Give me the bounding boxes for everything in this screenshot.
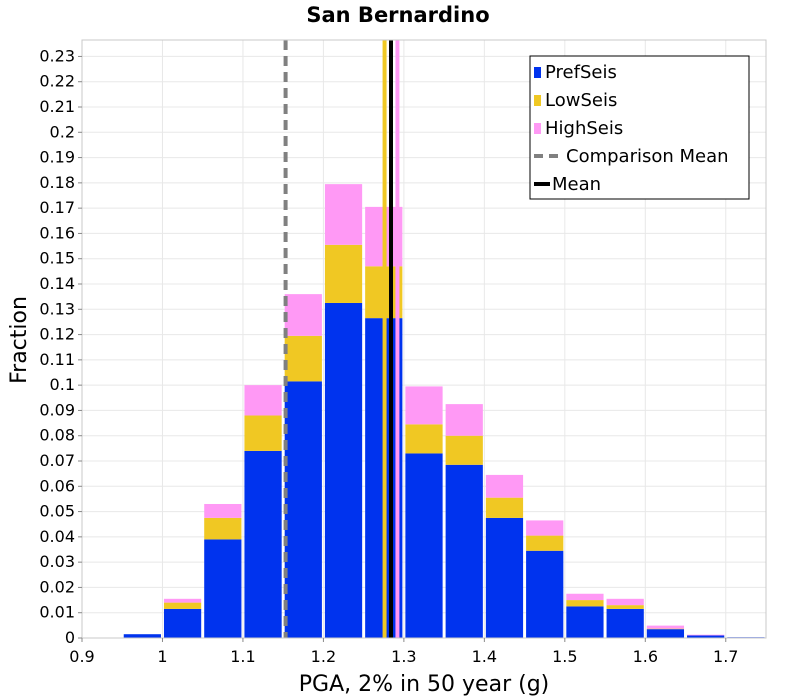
bar-prefseis (445, 464, 483, 638)
legend-box (529, 55, 750, 200)
mean-lines (283, 40, 400, 638)
y-tick-label: 0.15 (39, 249, 75, 268)
y-tick-label: 0.06 (39, 476, 75, 495)
bar-lowseis (324, 244, 363, 303)
bar-prefseis (204, 539, 242, 638)
legend-swatch (534, 123, 541, 134)
bar-prefseis (687, 635, 725, 638)
y-tick-label: 0.03 (39, 552, 75, 571)
y-tick-label: 0.08 (39, 426, 75, 445)
bar-prefseis (485, 517, 524, 638)
bar-highseis (324, 184, 363, 245)
bar-prefseis (566, 606, 604, 638)
legend-swatch (534, 67, 541, 78)
bar-highseis (445, 404, 483, 436)
chart-title: San Bernardino (306, 3, 489, 27)
legend: PrefSeis LowSeis HighSeis Comparison Mean Me… (529, 55, 750, 200)
x-tick-label: 1.6 (633, 647, 658, 666)
y-tick-label: 0.14 (39, 274, 75, 293)
bar-highseis (566, 593, 604, 601)
bar-highseis (163, 598, 202, 603)
x-tick-label: 1.4 (472, 647, 497, 666)
y-tick-label: 0.23 (39, 46, 75, 65)
legend-label: Comparison Mean (566, 146, 729, 167)
bars (123, 184, 765, 638)
y-tick-label: 0.09 (39, 400, 75, 419)
bar-lowseis (284, 335, 322, 382)
bar-prefseis (606, 608, 644, 638)
legend-swatch (534, 95, 541, 106)
y-tick-label: 0.12 (39, 325, 75, 344)
x-tick-label: 1.5 (552, 647, 577, 666)
bar-lowseis (606, 605, 644, 609)
legend-label: PrefSeis (545, 62, 617, 83)
y-tick-label: 0.13 (39, 299, 75, 318)
bar-highseis (687, 634, 725, 636)
bar-prefseis (526, 550, 564, 638)
x-axis-label: PGA, 2% in 50 year (g) (299, 672, 550, 697)
bar-prefseis (123, 634, 161, 638)
y-axis-ticks: 0 0.01 0.02 0.03 0.04 0.05 0.06 0.07 0.08 0.09 0.1… (39, 46, 82, 647)
bar-highseis (204, 503, 242, 518)
y-tick-label: 0.16 (39, 223, 75, 242)
y-tick-label: 0.21 (39, 97, 75, 116)
y-tick-label: 0 (65, 628, 75, 647)
bar-lowseis (204, 517, 242, 540)
y-tick-label: 0.11 (39, 350, 75, 369)
bar-prefseis (405, 453, 443, 638)
y-tick-label: 0.05 (39, 502, 75, 521)
y-tick-label: 0.18 (39, 173, 75, 192)
bar-lowseis (646, 628, 685, 630)
x-tick-label: 1 (157, 647, 167, 666)
legend-label: Mean (552, 174, 601, 195)
bar-prefseis (646, 629, 685, 638)
y-tick-label: 0.01 (39, 603, 75, 622)
y-axis-label: Fraction (7, 296, 32, 384)
y-tick-label: 0.22 (39, 72, 75, 91)
bar-prefseis (244, 450, 282, 638)
bar-lowseis (405, 424, 443, 454)
x-tick-label: 1.1 (230, 647, 255, 666)
x-axis-ticks: 0.9 1 1.1 1.2 1.3 1.4 1.5 1.6 1.7 (69, 638, 738, 666)
bar-highseis (244, 385, 282, 416)
legend-label: HighSeis (545, 118, 623, 139)
x-tick-label: 1.7 (713, 647, 738, 666)
bar-lowseis (526, 535, 564, 551)
bar-highseis (405, 386, 443, 425)
bar-prefseis (324, 302, 363, 638)
y-tick-label: 0.07 (39, 451, 75, 470)
bar-lowseis (244, 415, 282, 451)
y-tick-label: 0.02 (39, 577, 75, 596)
bar-lowseis (485, 497, 524, 518)
bar-lowseis (566, 600, 604, 607)
bar-highseis (284, 294, 322, 336)
y-tick-label: 0.04 (39, 527, 75, 546)
bar-lowseis (163, 602, 202, 609)
x-tick-label: 1.3 (391, 647, 416, 666)
plot-frame (81, 39, 767, 639)
bar-highseis (526, 520, 564, 536)
x-tick-label: 1.2 (311, 647, 336, 666)
x-tick-label: 0.9 (69, 647, 94, 666)
bar-prefseis (163, 608, 202, 638)
y-tick-label: 0.2 (50, 122, 75, 141)
legend-label: LowSeis (545, 90, 617, 111)
bar-highseis (646, 625, 685, 629)
bar-highseis (606, 598, 644, 606)
y-tick-label: 0.19 (39, 148, 75, 167)
bar-prefseis (284, 381, 322, 638)
y-tick-label: 0.17 (39, 198, 75, 217)
bar-highseis (485, 474, 524, 498)
bar-lowseis (445, 435, 483, 465)
y-tick-label: 0.1 (50, 375, 75, 394)
